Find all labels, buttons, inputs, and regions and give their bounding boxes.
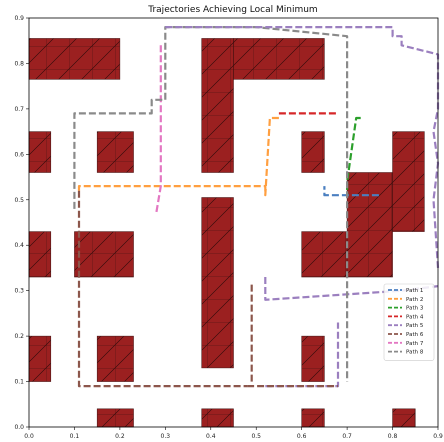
x-axis: 0.0 0.1 0.2 0.3 0.4 0.5 0.6 0.7 0.8 0.9 xyxy=(24,427,443,440)
series-segment xyxy=(165,26,440,268)
x-tick-label: 0.3 xyxy=(161,433,171,440)
x-tick-label: 0.9 xyxy=(433,433,443,440)
obstacle-block xyxy=(301,131,325,173)
y-axis: 0.0 0.1 0.2 0.3 0.4 0.5 0.6 0.7 0.8 0.9 xyxy=(14,15,29,431)
legend-label: Path 3 xyxy=(406,306,424,312)
series-path-3 xyxy=(346,116,361,196)
obstacle-block xyxy=(28,131,52,173)
obstacle-block xyxy=(201,408,234,428)
obstacle-block xyxy=(201,38,234,173)
x-tick-label: 0.2 xyxy=(115,433,125,440)
y-tick-label: 0.0 xyxy=(14,424,24,431)
obstacle-block xyxy=(96,335,134,382)
x-tick-label: 0.0 xyxy=(24,433,34,440)
obstacle-block xyxy=(28,231,52,278)
obstacle-block xyxy=(301,231,348,278)
obstacle-block xyxy=(96,131,134,173)
series-path-8 xyxy=(73,26,349,382)
obstacle-block xyxy=(301,335,325,382)
x-tick-label: 0.4 xyxy=(206,433,216,440)
legend-label: Path 5 xyxy=(406,323,424,329)
series-path-5 xyxy=(264,277,439,301)
series-path-7 xyxy=(155,45,162,214)
y-tick-label: 0.9 xyxy=(14,15,24,22)
legend: Path 1 Path 2 Path 3 Path 4 Path 5 Path 6 Path… xyxy=(383,283,435,361)
plot-frame xyxy=(28,17,439,428)
obstacle-block xyxy=(96,408,134,428)
series-path-2 xyxy=(77,116,279,197)
obstacle-block xyxy=(74,231,134,278)
legend-label: Path 2 xyxy=(406,297,423,303)
y-tick-label: 0.5 xyxy=(14,197,24,204)
obstacle-block xyxy=(233,38,325,80)
legend-label: Path 8 xyxy=(406,350,424,356)
x-tick-label: 0.1 xyxy=(70,433,80,440)
x-tick-label: 0.7 xyxy=(342,433,352,440)
chart-title: Trajectories Achieving Local Minimum xyxy=(147,5,317,15)
obstacle-block xyxy=(392,408,416,428)
y-tick-label: 0.3 xyxy=(14,288,24,295)
trajectory-layer xyxy=(73,26,440,388)
legend-label: Path 4 xyxy=(406,314,424,320)
series-path-6 xyxy=(77,190,248,388)
legend-label: Path 7 xyxy=(406,341,424,347)
y-tick-label: 0.7 xyxy=(14,106,24,113)
obstacle-block xyxy=(201,197,234,369)
obstacle-block xyxy=(301,408,325,428)
legend-label: Path 6 xyxy=(406,332,424,338)
obstacle-block xyxy=(346,172,393,278)
y-tick-label: 0.1 xyxy=(14,379,24,386)
x-tick-label: 0.8 xyxy=(388,433,398,440)
series-path-1 xyxy=(323,186,379,197)
y-tick-label: 0.6 xyxy=(14,151,24,158)
x-tick-label: 0.6 xyxy=(297,433,307,440)
obstacle-block xyxy=(28,335,52,382)
legend-box xyxy=(383,283,435,361)
x-tick-label: 0.5 xyxy=(251,433,261,440)
obstacle-block xyxy=(392,131,425,232)
y-tick-label: 0.4 xyxy=(14,242,24,249)
obstacle-block xyxy=(28,38,121,80)
y-tick-label: 0.2 xyxy=(14,333,24,340)
y-tick-label: 0.8 xyxy=(14,60,24,67)
obstacle-layer xyxy=(28,38,425,428)
legend-label: Path 1 xyxy=(406,288,423,294)
